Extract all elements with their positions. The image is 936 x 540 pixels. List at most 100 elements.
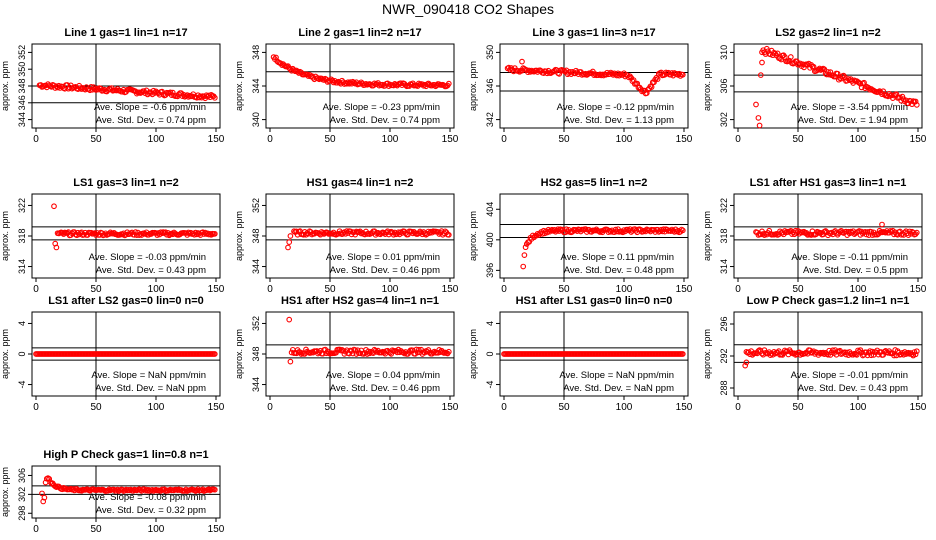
y-tick-label: 296 [719, 316, 729, 331]
y-tick-label: 350 [17, 62, 27, 77]
stddev-annotation: Ave. Std. Dev. = 0.43 ppm [96, 265, 206, 276]
data-point [371, 80, 378, 87]
slope-annotation: Ave. Slope = -0.12 ppm/min [557, 102, 674, 113]
x-tick-label: 50 [90, 134, 102, 145]
data-point [861, 79, 867, 86]
x-tick-label: 150 [208, 402, 225, 413]
chart-panel: LS1 after HS1 gas=3 lin=1 n=1 approx. ppm… [702, 177, 927, 295]
slope-annotation: Ave. Slope = -0.03 ppm/min [89, 252, 206, 263]
data-point [51, 203, 57, 210]
data-point [651, 79, 657, 86]
chart-panel: HS2 gas=5 lin=1 n=2 approx. ppm 396 400 404 0… [468, 177, 693, 295]
y-tick-label: 306 [719, 78, 729, 93]
data-point [286, 239, 293, 245]
data-point [77, 85, 84, 91]
data-point [211, 351, 218, 357]
x-tick-label: 100 [616, 134, 633, 145]
x-tick-label: 150 [910, 402, 927, 413]
data-point [863, 349, 870, 356]
data-point [286, 316, 293, 323]
data-point [94, 85, 101, 92]
x-tick-label: 100 [382, 402, 399, 413]
plot-frame [499, 193, 689, 279]
y-axis-label: approx. ppm [702, 329, 712, 379]
chart-title: HS1 gas=4 lin=1 n=2 [307, 177, 414, 189]
stddev-annotation: Ave. Std. Dev. = NaN ppm [95, 383, 206, 394]
data-point [625, 74, 632, 81]
data-point [132, 229, 139, 235]
chart-title: LS1 gas=3 lin=1 n=2 [73, 177, 178, 189]
stddev-annotation: Ave. Std. Dev. = 1.13 ppm [564, 115, 674, 126]
data-point [557, 226, 564, 233]
data-point [46, 476, 53, 482]
data-point [825, 69, 831, 75]
data-point [159, 230, 165, 237]
data-point [185, 94, 192, 100]
y-tick-label: 302 [17, 487, 27, 502]
chart-title: HS1 after HS2 gas=4 lin=1 n=1 [281, 295, 439, 307]
data-point [41, 494, 48, 501]
data-point [654, 76, 661, 82]
x-tick-label: 0 [735, 402, 741, 413]
y-axis-label: approx. ppm [234, 211, 244, 261]
slope-annotation: Ave. Slope = -0.23 ppm/min [323, 102, 440, 113]
data-point [415, 80, 422, 87]
y-tick-label: 298 [17, 506, 27, 521]
x-tick-label: 150 [676, 134, 693, 145]
data-point [287, 358, 294, 365]
y-tick-label: 322 [719, 198, 729, 213]
data-point [616, 72, 623, 79]
data-point [913, 348, 920, 355]
x-tick-label: 100 [382, 284, 399, 295]
x-tick-label: 150 [208, 134, 225, 145]
y-tick-label: 318 [17, 228, 27, 243]
x-tick-label: 0 [33, 284, 39, 295]
y-tick-label: 352 [251, 316, 261, 331]
data-point [880, 352, 887, 358]
data-point [521, 252, 528, 258]
x-tick-label: 0 [735, 134, 741, 145]
chart-title: Line 3 gas=1 lin=3 n=17 [532, 27, 655, 39]
y-tick-label: 344 [251, 78, 261, 93]
data-point [53, 244, 60, 251]
data-point [414, 349, 421, 356]
y-tick-label: 0 [485, 351, 495, 356]
x-tick-label: 100 [616, 402, 633, 413]
data-point [43, 475, 50, 482]
chart-title: Low P Check gas=1.2 lin=1 n=1 [747, 295, 910, 307]
y-tick-label: 346 [485, 78, 495, 93]
y-tick-label: 340 [251, 112, 261, 127]
data-point [445, 348, 452, 355]
x-tick-label: 100 [850, 284, 867, 295]
x-tick-label: 100 [850, 402, 867, 413]
y-tick-label: 302 [719, 112, 729, 127]
data-point [573, 227, 579, 233]
x-tick-label: 100 [382, 134, 399, 145]
chart-title: HS2 gas=5 lin=1 n=2 [541, 177, 648, 189]
data-point [279, 62, 285, 69]
x-tick-label: 50 [90, 524, 102, 535]
chart-title: LS2 gas=2 lin=1 n=2 [775, 27, 880, 39]
x-tick-label: 50 [558, 134, 570, 145]
data-point [868, 229, 875, 235]
x-tick-label: 0 [501, 284, 507, 295]
y-tick-label: 346 [17, 95, 27, 110]
data-point [679, 71, 686, 78]
x-tick-label: 150 [208, 284, 225, 295]
x-tick-label: 0 [267, 284, 273, 295]
plot-frame [733, 311, 923, 397]
slope-annotation: Ave. Slope = 0.04 ppm/min [326, 370, 440, 381]
chart-title: LS1 after LS2 gas=0 lin=0 n=0 [48, 295, 204, 307]
x-tick-label: 50 [558, 402, 570, 413]
slope-annotation: Ave. Slope = 0.11 ppm/min [561, 252, 674, 263]
y-tick-label: 292 [719, 348, 729, 363]
stddev-annotation: Ave. Std. Dev. = 0.74 ppm [330, 115, 440, 126]
y-tick-label: 348 [251, 228, 261, 243]
data-point [556, 71, 563, 77]
chart-title: LS1 after HS1 gas=3 lin=1 n=1 [750, 177, 907, 189]
y-tick-label: 314 [17, 259, 27, 274]
data-point [899, 93, 906, 100]
y-tick-label: 322 [17, 198, 27, 213]
y-tick-label: 348 [251, 346, 261, 361]
data-point [643, 90, 650, 97]
